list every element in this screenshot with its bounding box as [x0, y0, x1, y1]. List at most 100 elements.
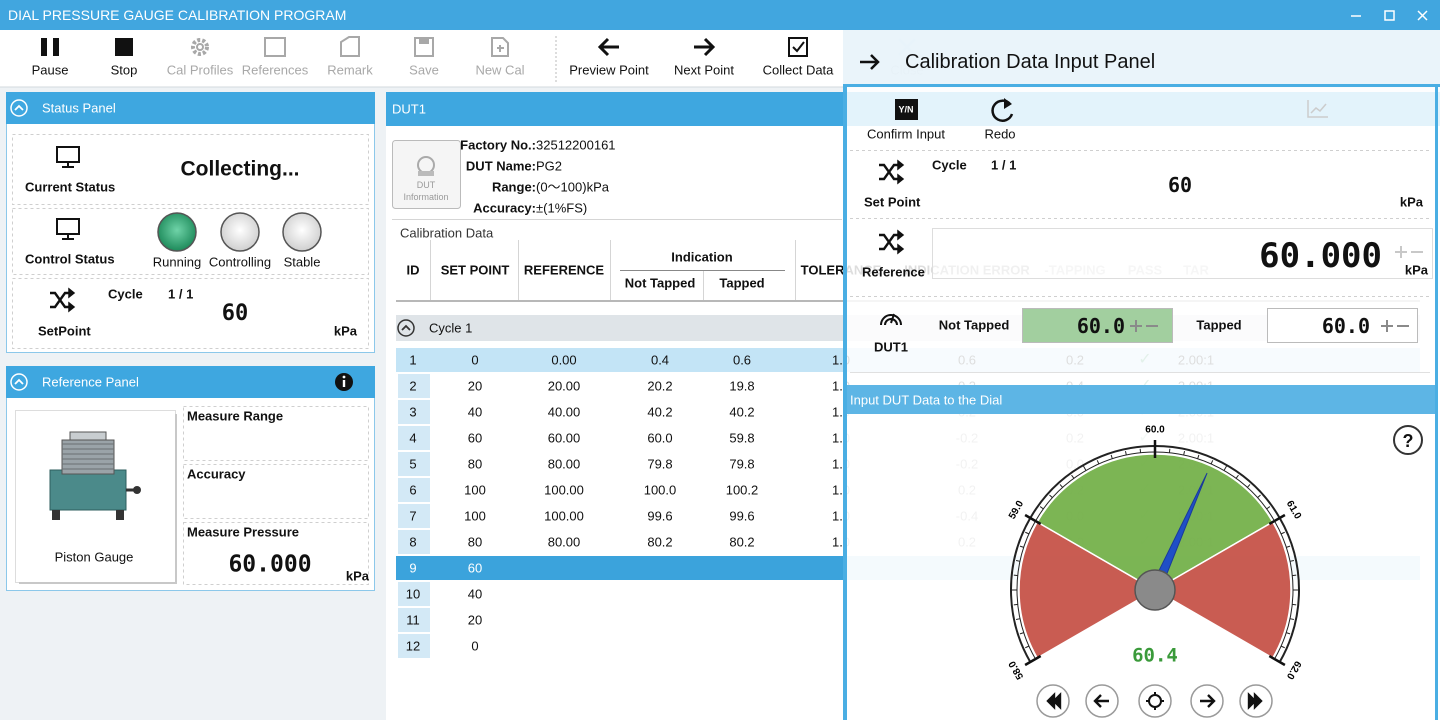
gauge-minor-tick — [1280, 531, 1285, 535]
confirm-icon — [895, 99, 918, 120]
unit: kPa — [345, 568, 369, 584]
gauge-minor-tick — [1015, 559, 1021, 562]
table-cell: 99.6 — [647, 508, 673, 524]
toolbar-button[interactable]: Preview Point — [569, 62, 649, 78]
field-label: Current Status — [25, 179, 116, 195]
panel-title: DUT1 — [392, 101, 426, 117]
field-value: PG2 — [536, 158, 563, 174]
dashed-box — [183, 406, 369, 461]
gauge-minor-tick — [1223, 465, 1228, 471]
unit: kPa — [333, 323, 357, 339]
panel-title: Status Panel — [42, 100, 116, 116]
gauge-minor-tick — [1015, 618, 1021, 621]
shuffle-icon — [68, 287, 76, 313]
info-icon — [342, 380, 346, 387]
input-value[interactable]: 60.0 — [1076, 314, 1125, 338]
reference-display — [932, 228, 1433, 279]
gauge-major-tick — [1268, 654, 1286, 667]
column-header: SET POINT — [440, 262, 510, 278]
field-label: Set Point — [864, 194, 921, 210]
input-value[interactable]: 60.0 — [1321, 314, 1370, 338]
id-cell — [398, 426, 430, 450]
collapse-icon — [10, 373, 28, 391]
dut-info-icon — [418, 171, 434, 176]
device-image — [61, 439, 115, 475]
table-cell: 7 — [409, 508, 417, 524]
check-icon — [788, 37, 808, 57]
gauge-reading: 60.4 — [1132, 645, 1178, 667]
table-cell: 10 — [405, 586, 421, 602]
remark-icon — [340, 36, 360, 57]
table-cell: 60 — [467, 560, 483, 576]
id-cell — [398, 608, 430, 632]
gauge-minor-tick — [1071, 474, 1075, 479]
gauge-minor-tick — [1019, 632, 1024, 635]
id-cell — [398, 400, 430, 424]
id-cell — [398, 582, 430, 606]
info-icon — [342, 375, 346, 379]
column-header: Not Tapped — [624, 275, 696, 291]
column-header: Tapped — [719, 275, 765, 291]
field-label: Not Tapped — [938, 317, 1010, 333]
toolbar-button[interactable]: New Cal — [475, 62, 525, 78]
panel-border — [843, 84, 1440, 87]
help-button[interactable]: ? — [1402, 431, 1414, 451]
table-cell: 20 — [467, 378, 483, 394]
table-cell: 80.2 — [647, 534, 673, 550]
toolbar-button[interactable]: References — [241, 62, 309, 78]
action-button[interactable]: Redo — [984, 126, 1016, 142]
table-cell: 80.00 — [547, 534, 581, 550]
table-cell: 60 — [467, 430, 483, 446]
field-label: Measure Pressure — [187, 524, 300, 540]
table-cell: 40.00 — [547, 404, 581, 420]
shuffle-icon — [897, 159, 905, 185]
gauge-minor-tick — [1183, 450, 1186, 456]
table-cell: 0.6 — [732, 352, 752, 368]
indicator-light — [282, 212, 322, 252]
action-button[interactable]: Confirm Input — [866, 126, 946, 142]
gauge-minor-tick — [1124, 450, 1127, 456]
id-cell — [398, 504, 430, 528]
table-cell: 80 — [467, 534, 483, 550]
table-cell: 4 — [409, 430, 417, 446]
right-arrow-icon — [694, 37, 716, 57]
column-header: REFERENCE — [523, 262, 605, 278]
gear-icon — [196, 43, 204, 51]
field-label: Range: — [491, 179, 536, 195]
section-title: Input DUT Data to the Dial — [850, 392, 1003, 408]
nav-icon — [1093, 694, 1109, 708]
panel-border — [1435, 84, 1438, 720]
gauge-zone — [1153, 520, 1292, 660]
toolbar-button[interactable]: Next Point — [674, 62, 734, 78]
toolbar-button[interactable]: Remark — [327, 62, 373, 78]
gauge-minor-tick — [1197, 454, 1200, 459]
dut-info-label[interactable]: DUT Information — [403, 180, 449, 202]
confirm-icon-text: Y/N — [898, 104, 914, 115]
gear-icon — [191, 38, 209, 56]
gauge-major-tick — [1024, 513, 1042, 526]
table-cell: 6 — [409, 482, 417, 498]
gauge-minor-tick — [1257, 494, 1261, 499]
toolbar-button[interactable]: Pause — [31, 62, 69, 78]
nav-icon — [1146, 692, 1164, 710]
gauge-minor-tick — [1289, 559, 1295, 562]
nav-button[interactable] — [1138, 684, 1172, 718]
toolbar-button[interactable]: Cal Profiles — [166, 62, 234, 78]
close-button — [1417, 10, 1428, 21]
gauge-major-tick — [1024, 654, 1042, 667]
panel-header — [6, 366, 375, 398]
redo-icon — [991, 99, 1014, 122]
field-label: Cycle — [108, 286, 143, 302]
toolbar-button[interactable]: Stop — [110, 62, 138, 78]
toolbar-button[interactable]: Save — [409, 62, 439, 78]
chart-icon — [1307, 100, 1328, 118]
id-cell — [398, 530, 430, 554]
toolbar-button[interactable]: Collect Data — [762, 62, 834, 78]
gauge-minor-tick — [1096, 460, 1100, 465]
device-image — [49, 469, 127, 511]
field-label: SetPoint — [38, 323, 91, 339]
gauge-minor-tick — [1019, 545, 1024, 548]
gauge-minor-tick — [1286, 545, 1291, 548]
